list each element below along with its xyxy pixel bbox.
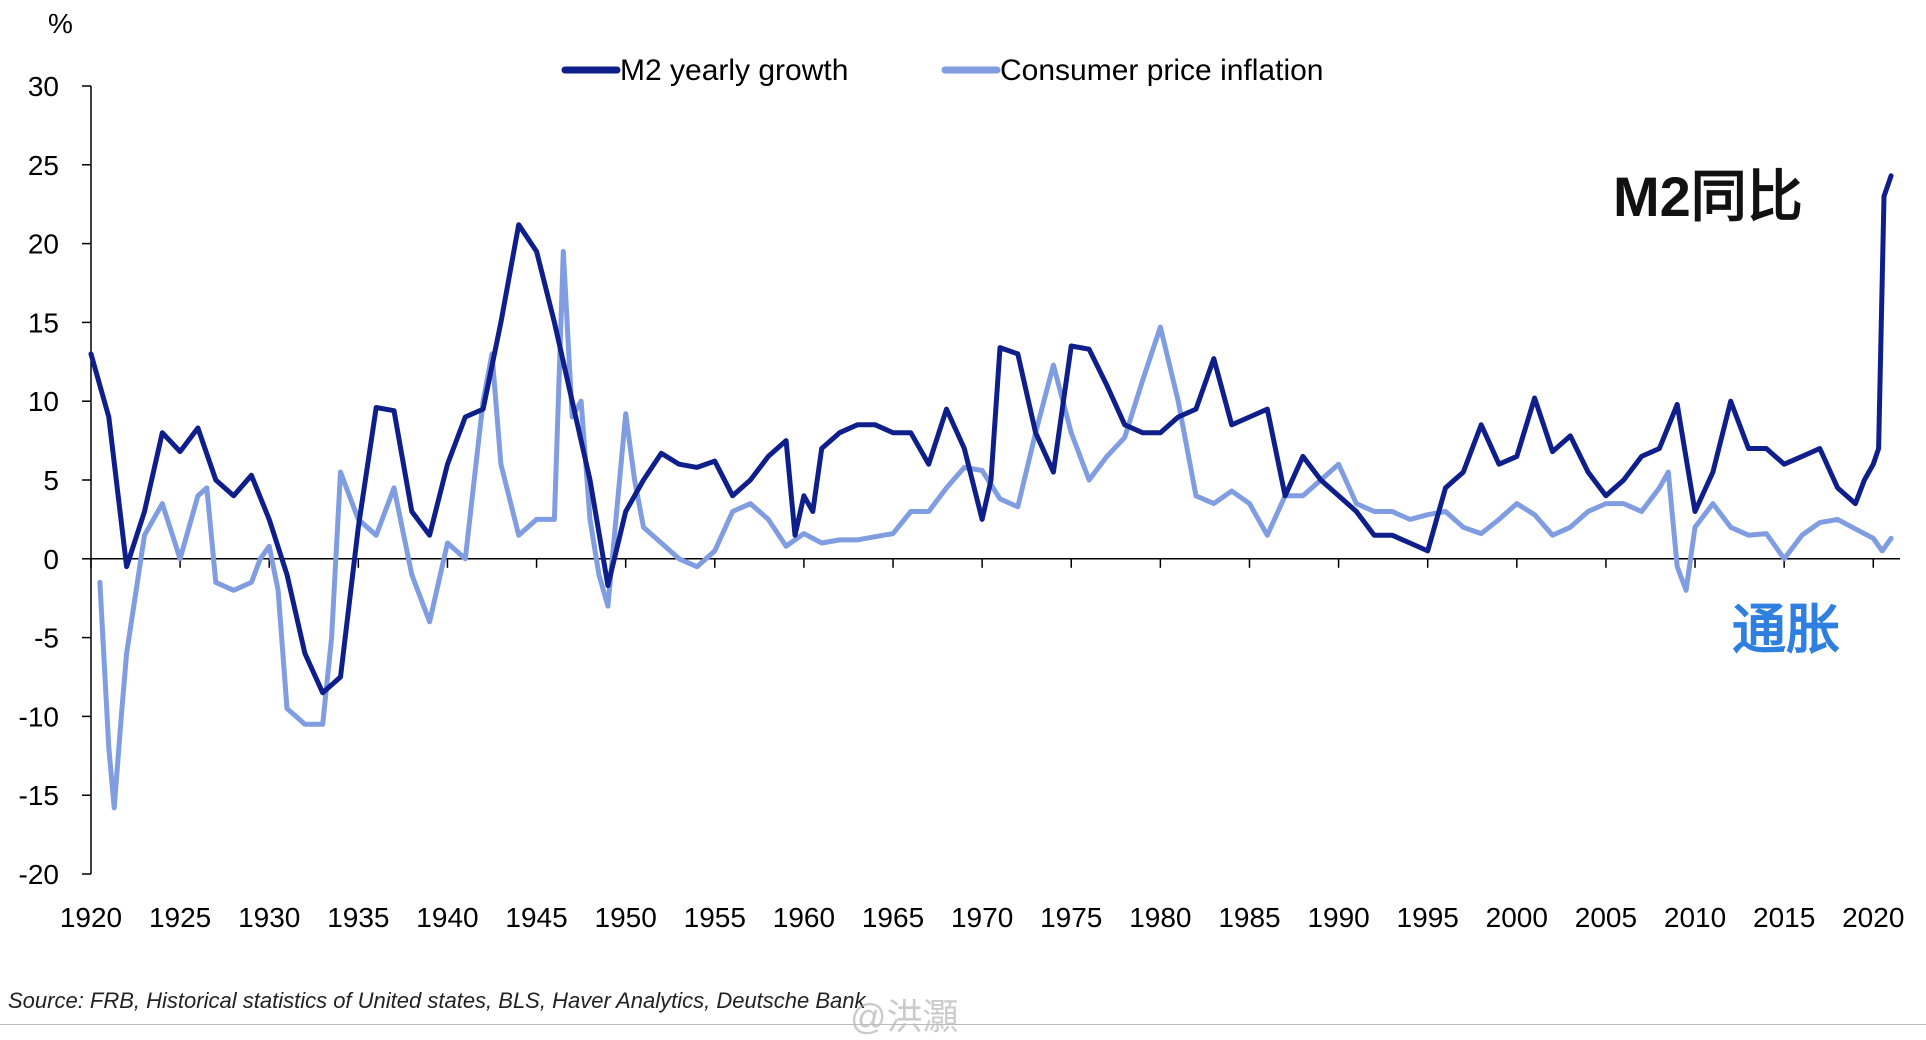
x-tick-label: 1975 [1040,902,1102,933]
y-tick-label: -5 [34,623,59,654]
x-tick-label: 2020 [1842,902,1904,933]
y-axis-unit-label: % [48,8,73,39]
x-tick-label: 1950 [595,902,657,933]
x-tick-label: 1990 [1307,902,1369,933]
x-tick-label: 1930 [238,902,300,933]
x-tick-label: 1995 [1397,902,1459,933]
x-tick-label: 2010 [1664,902,1726,933]
y-tick-label: -20 [19,859,59,890]
m2-annotation-label: M2同比 [1613,165,1803,228]
legend: M2 yearly growth Consumer price inflation [561,54,1323,87]
y-axis: -20 -15 -10 -5 0 5 10 15 20 25 30 [19,71,92,890]
legend-item-m2: M2 yearly growth [561,54,848,87]
bottom-divider [0,1024,1926,1025]
x-tick-label: 1980 [1129,902,1191,933]
x-tick-label: 1935 [327,902,389,933]
cpi-annotation-label: 通胀 [1732,600,1840,660]
y-tick-label: 20 [28,229,59,260]
x-tick-label: 1960 [773,902,835,933]
x-tick-label: 1945 [505,902,567,933]
x-tick-label: 1925 [149,902,211,933]
legend-label: Consumer price inflation [1000,54,1323,87]
series-line-cpi [97,249,1894,811]
legend-label: M2 yearly growth [620,54,848,87]
series-lines [88,173,1894,811]
x-tick-label: 1965 [862,902,924,933]
y-tick-label: 25 [28,150,59,181]
y-tick-label: 30 [28,71,59,102]
x-axis: 1920 1925 1930 1935 1940 1945 1950 1955 1960 1965… [60,558,1904,933]
x-tick-label: 2005 [1575,902,1637,933]
watermark: @洪灝 [850,996,959,1037]
series-line-m2 [88,173,1894,696]
x-tick-label: 1985 [1218,902,1280,933]
source-note: Source: FRB, Historical statistics of Un… [8,988,866,1013]
y-tick-label: 10 [28,386,59,417]
legend-item-cpi: Consumer price inflation [941,54,1323,87]
y-tick-label: -10 [19,701,59,732]
x-tick-label: 1955 [684,902,746,933]
x-tick-label: 1970 [951,902,1013,933]
y-tick-label: 0 [43,544,59,575]
x-tick-label: 2000 [1486,902,1548,933]
y-tick-label: -15 [19,780,59,811]
x-tick-label: 1920 [60,902,122,933]
x-tick-label: 2015 [1753,902,1815,933]
y-tick-label: 5 [43,465,59,496]
x-tick-label: 1940 [416,902,478,933]
y-tick-label: 15 [28,307,59,338]
